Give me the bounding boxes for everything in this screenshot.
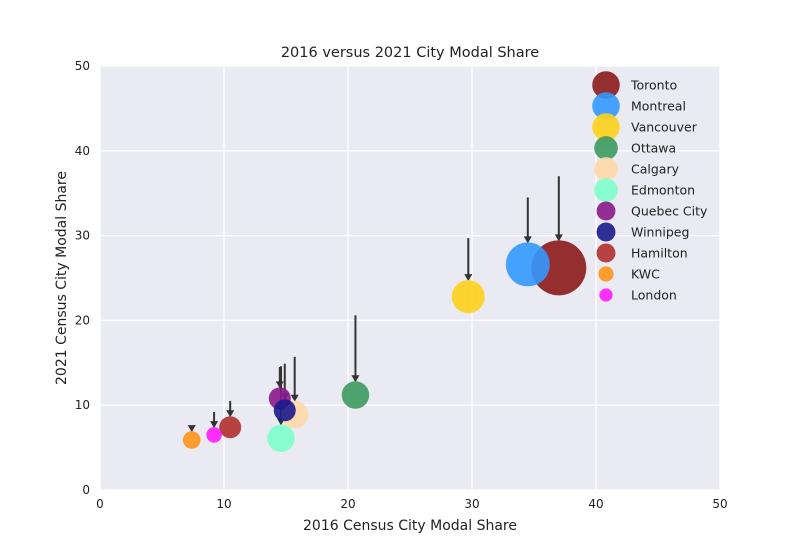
change-arrow-head [275, 381, 284, 389]
legend-label: KWC [631, 267, 660, 282]
legend-label: Winnipeg [631, 225, 689, 240]
legend-marker [599, 288, 613, 302]
point-montreal [505, 242, 550, 287]
chart-title: 2016 versus 2021 City Modal Share [281, 45, 539, 61]
legend-marker [594, 178, 618, 202]
x-ticks: 0 10 20 30 40 50 [96, 497, 727, 511]
change-arrow-head [464, 274, 473, 282]
legend-marker [594, 157, 618, 181]
point-ottawa [341, 381, 370, 409]
change-arrow-head [523, 236, 532, 244]
y-tick-label: 30 [75, 229, 90, 243]
y-tick-label: 40 [75, 144, 90, 158]
y-tick-label: 50 [75, 59, 90, 73]
legend-label: Toronto [630, 78, 677, 93]
legend-marker [592, 71, 620, 99]
y-ticks: 0 10 20 30 40 50 [75, 59, 90, 497]
legend-marker [598, 266, 614, 282]
legend: Toronto Montreal Vancouver Ottawa Calgary Edm… [592, 71, 708, 303]
x-tick-label: 50 [712, 497, 727, 511]
legend-label: Quebec City [631, 204, 708, 219]
x-axis-label: 2016 Census City Modal Share [303, 518, 517, 534]
legend-marker [592, 92, 620, 120]
legend-marker [592, 113, 620, 141]
legend-label: Montreal [631, 99, 686, 114]
legend-marker [596, 243, 616, 263]
legend-label: Edmonton [631, 183, 695, 198]
point-edmonton [267, 424, 295, 453]
point-kwc [182, 431, 201, 449]
y-tick-label: 20 [75, 313, 90, 327]
change-arrow-head [187, 425, 196, 433]
y-tick-label: 10 [75, 398, 90, 412]
change-arrow-head [554, 234, 563, 242]
y-axis-label: 2021 Census City Modal Share [54, 171, 70, 385]
legend-marker [596, 222, 616, 242]
change-arrow-head [290, 394, 299, 402]
legend-label: Calgary [631, 162, 680, 177]
legend-label: Ottawa [631, 141, 676, 156]
point-london [206, 427, 222, 443]
legend-marker [596, 201, 616, 221]
plot-background [100, 66, 720, 490]
legend-label: Hamilton [631, 246, 688, 261]
y-tick-label: 0 [82, 483, 90, 497]
x-tick-label: 10 [216, 497, 231, 511]
x-tick-label: 20 [340, 497, 355, 511]
x-tick-label: 0 [96, 497, 104, 511]
point-hamilton [219, 416, 242, 439]
change-arrow-head [210, 421, 219, 429]
legend-label: Vancouver [631, 120, 698, 135]
legend-label: London [631, 288, 677, 303]
points [182, 240, 587, 453]
x-tick-label: 40 [588, 497, 603, 511]
legend-marker [594, 136, 618, 160]
x-tick-label: 30 [464, 497, 479, 511]
point-vancouver [451, 280, 485, 314]
change-arrow-head [351, 375, 360, 383]
point-winnipeg [273, 399, 296, 422]
change-arrow-head [226, 410, 235, 418]
